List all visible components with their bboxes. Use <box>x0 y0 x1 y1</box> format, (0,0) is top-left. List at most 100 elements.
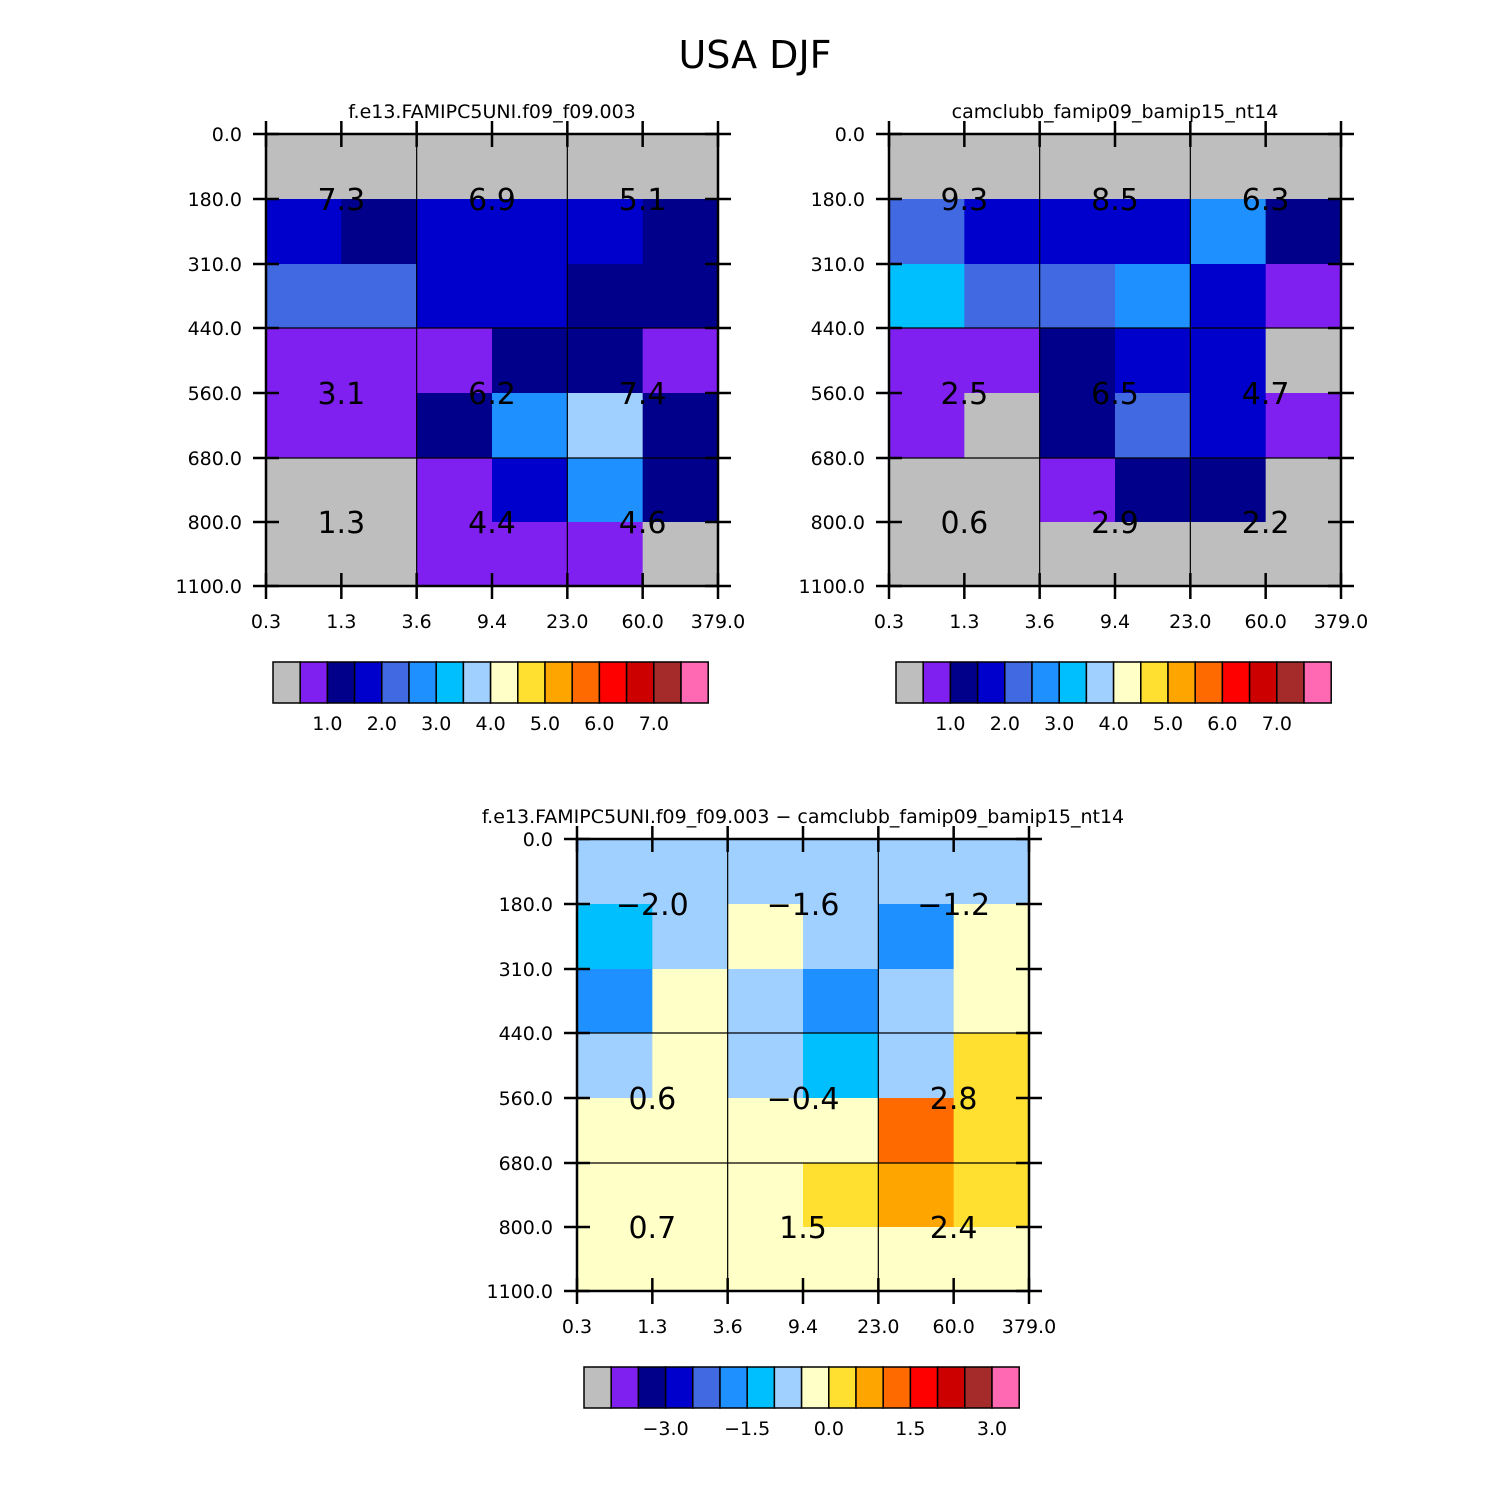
colorbar-swatch <box>664 1366 694 1409</box>
cell-value-label: 0.6 <box>628 1082 676 1117</box>
heatmap-cell <box>889 264 965 329</box>
heatmap-cell <box>964 522 1041 587</box>
colorbar-swatch <box>1058 661 1088 704</box>
x-tick-label: 0.3 <box>874 611 904 633</box>
heatmap-cell <box>803 1098 879 1164</box>
x-tick-label: 3.6 <box>713 1316 743 1338</box>
heatmap-cell <box>727 839 804 905</box>
heatmap-cell <box>341 393 418 459</box>
heatmap-cell <box>567 522 644 587</box>
colorbar-swatch <box>462 661 492 704</box>
heatmap-cell <box>953 1227 1030 1292</box>
heatmap-cell <box>803 839 879 905</box>
x-tick-label: 379.0 <box>691 611 745 633</box>
colorbar-swatch <box>949 661 979 704</box>
heatmap-cell <box>1190 458 1267 523</box>
colorbar-swatch <box>583 1366 612 1409</box>
colorbar-swatch <box>976 661 1006 704</box>
y-tick-label: 0.0 <box>523 829 553 851</box>
cell-value-label: 6.9 <box>468 183 516 218</box>
y-tick-label: 560.0 <box>188 383 242 405</box>
heatmap-cell <box>1265 393 1342 459</box>
heatmap-cell <box>1265 522 1342 587</box>
heatmap-cell <box>889 522 965 587</box>
heatmap-cell <box>1115 393 1191 459</box>
x-tick-label: 23.0 <box>546 611 588 633</box>
x-tick-label: 23.0 <box>1169 611 1211 633</box>
heatmap-cell <box>1039 522 1116 587</box>
heatmap-cell <box>1039 393 1116 459</box>
heatmap-cell <box>1039 264 1116 329</box>
cell-value-label: 2.9 <box>1091 506 1139 541</box>
heatmap-cell <box>727 1098 804 1164</box>
colorbar-swatch <box>1276 661 1305 704</box>
heatmap-cell <box>727 904 804 970</box>
heatmap-cell <box>341 199 418 265</box>
panel-title: f.e13.FAMIPC5UNI.f09_f09.003 <box>348 101 636 123</box>
heatmap-cell <box>652 1098 729 1164</box>
colorbar-swatch <box>299 661 329 704</box>
colorbar-swatch <box>326 661 356 704</box>
colorbar-swatch <box>1031 661 1060 704</box>
x-tick-label: 60.0 <box>933 1316 975 1338</box>
heatmap-cell <box>964 264 1041 329</box>
colorbar-swatch <box>692 1366 721 1409</box>
heatmap-cell <box>266 458 342 523</box>
heatmap-cell <box>492 134 568 200</box>
heatmap-cell <box>341 522 418 587</box>
heatmap-cell <box>889 134 965 200</box>
cell-value-label: 2.8 <box>930 1082 978 1117</box>
heatmap-cell <box>567 199 644 265</box>
cell-value-label: 4.4 <box>468 506 516 541</box>
heatmap-cell <box>1265 199 1342 265</box>
colorbar-swatch <box>964 1366 993 1409</box>
colorbar-swatch <box>680 661 709 704</box>
heatmap-cell <box>567 328 644 394</box>
cell-value-label: 6.5 <box>1091 377 1139 412</box>
heatmap-cell <box>652 969 729 1034</box>
cell-value-label: 2.4 <box>930 1211 978 1246</box>
colorbar-swatch <box>489 661 519 704</box>
heatmap-cell <box>953 839 1030 905</box>
cell-value-label: 5.1 <box>619 183 667 218</box>
heatmap-cell <box>416 264 493 329</box>
colorbar-swatch <box>610 1366 640 1409</box>
colorbar: 1.0 2.0 3.0 4.0 5.0 6.0 7.0 <box>895 661 1332 735</box>
heatmap-cell <box>492 199 568 265</box>
y-tick-label: 440.0 <box>188 318 242 340</box>
colorbar-swatch <box>1112 661 1142 704</box>
heatmap-cell <box>878 839 955 905</box>
y-tick-label: 310.0 <box>499 959 553 981</box>
heatmap-cell <box>964 134 1041 200</box>
x-tick-label: 379.0 <box>1314 611 1368 633</box>
heatmap-cell <box>878 1033 955 1099</box>
heatmap-cell <box>953 969 1030 1034</box>
y-tick-label: 180.0 <box>188 189 242 211</box>
y-tick-label: 560.0 <box>499 1088 553 1110</box>
heatmap-cell <box>266 393 342 459</box>
x-tick-label: 3.6 <box>402 611 432 633</box>
heatmap-cell <box>492 264 568 329</box>
colorbar-swatch <box>1140 661 1169 704</box>
colorbar-swatch <box>637 1366 667 1409</box>
heatmap-cell <box>953 1098 1030 1164</box>
heatmap-cell <box>953 1033 1030 1099</box>
cell-value-label: 9.3 <box>940 183 988 218</box>
colorbar-label: 1.0 <box>935 713 965 735</box>
heatmap-cell <box>1190 522 1267 587</box>
cell-value-label: 7.4 <box>619 377 667 412</box>
cell-value-label: 1.3 <box>317 506 365 541</box>
y-tick-label: 0.0 <box>835 124 865 146</box>
colorbar-label: 6.0 <box>1207 713 1237 735</box>
y-tick-label: 440.0 <box>499 1023 553 1045</box>
cell-value-label: 6.2 <box>468 377 516 412</box>
cell-value-label: −0.4 <box>767 1082 840 1117</box>
cell-value-label: 0.7 <box>628 1211 676 1246</box>
heatmap-cell <box>577 969 653 1034</box>
heatmap-cell <box>642 328 719 394</box>
colorbar: 1.0 2.0 3.0 4.0 5.0 6.0 7.0 <box>272 661 709 735</box>
cell-value-label: −2.0 <box>616 888 689 923</box>
heatmap-cell <box>727 1033 804 1099</box>
colorbar-swatch <box>408 661 437 704</box>
colorbar-swatch <box>719 1366 748 1409</box>
